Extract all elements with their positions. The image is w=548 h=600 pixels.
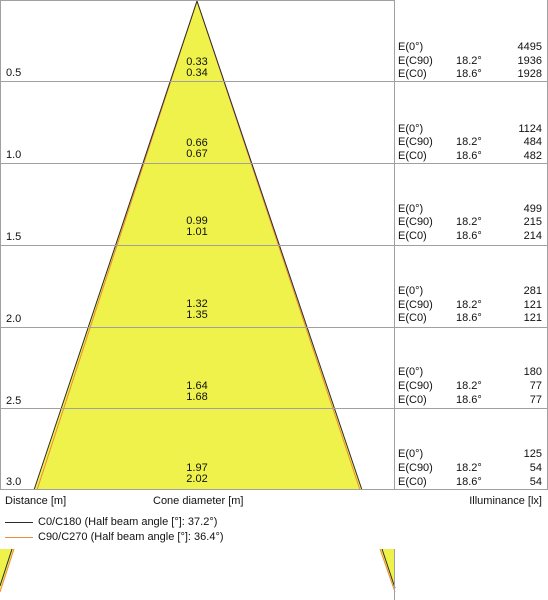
ec90-angle: 18.2° — [456, 380, 482, 392]
cone-diameter-c90: 1.01 — [186, 226, 208, 238]
cone-diameter-c0: 1.64 — [186, 380, 208, 392]
ec90-value: 1936 — [517, 55, 542, 67]
e0-value: 125 — [523, 448, 542, 460]
e0-label: E(0°) — [398, 448, 424, 460]
ec90-label: E(C90) — [398, 216, 433, 228]
ec90-value: 77 — [529, 380, 542, 392]
distance-label: 2.0 — [6, 313, 22, 325]
e0-label: E(0°) — [398, 41, 424, 53]
ec0-label: E(C0) — [398, 476, 427, 488]
ec90-label: E(C90) — [398, 299, 433, 311]
ec90-label: E(C90) — [398, 462, 433, 474]
ec90-value: 484 — [523, 136, 542, 148]
e0-label: E(0°) — [398, 285, 424, 297]
ec0-angle: 18.6° — [456, 68, 482, 80]
cone-diameter-c90: 1.68 — [186, 391, 208, 403]
cone-diameter-c0: 0.66 — [186, 137, 208, 149]
ec0-value: 1928 — [517, 68, 542, 80]
next-cone-right-edge — [379, 548, 396, 593]
cone-diameter-c0: 0.33 — [186, 56, 208, 68]
ec0-value: 482 — [523, 150, 542, 162]
e0-value: 180 — [523, 366, 542, 378]
ec0-angle: 18.6° — [456, 394, 482, 406]
ec0-angle: 18.6° — [456, 150, 482, 162]
e0-value: 1124 — [518, 123, 542, 135]
e0-label: E(0°) — [398, 203, 424, 215]
distance-label: 2.5 — [6, 395, 22, 407]
ec90-angle: 18.2° — [456, 462, 482, 474]
ec0-label: E(C0) — [398, 68, 427, 80]
next-cone-right-edge-dark — [381, 548, 396, 589]
ec90-value: 54 — [529, 462, 542, 474]
cone-diameter-axis-label: Cone diameter [m] — [153, 495, 244, 507]
ec90-label: E(C90) — [398, 380, 433, 392]
legend-c90-label: C90/C270 (Half beam angle [°]: 36.4°) — [38, 531, 224, 543]
cone-diameter-c0: 0.99 — [186, 215, 208, 227]
ec90-angle: 18.2° — [456, 216, 482, 228]
distance-label: 1.0 — [6, 149, 22, 161]
illuminance-axis-label: Illuminance [lx] — [469, 495, 542, 507]
e0-label: E(0°) — [398, 366, 424, 378]
legend-c0-label: C0/C180 (Half beam angle [°]: 37.2°) — [38, 516, 218, 528]
distance-axis-label: Distance [m] — [5, 495, 67, 507]
ec90-angle: 18.2° — [456, 55, 482, 67]
ec90-value: 121 — [523, 299, 542, 311]
e0-value: 281 — [523, 285, 542, 297]
ec0-label: E(C0) — [398, 150, 427, 162]
cone-diameter-c90: 1.35 — [186, 309, 208, 321]
next-cone-left-edge — [0, 548, 15, 593]
ec0-angle: 18.6° — [456, 230, 482, 242]
ec0-label: E(C0) — [398, 394, 427, 406]
legend-c0-swatch — [5, 522, 33, 523]
cone-diameter-c90: 0.67 — [186, 148, 208, 160]
legend-c90-swatch — [5, 537, 33, 538]
ec90-label: E(C90) — [398, 136, 433, 148]
ec0-value: 77 — [529, 394, 542, 406]
ec0-angle: 18.6° — [456, 476, 482, 488]
ec90-angle: 18.2° — [456, 136, 482, 148]
e0-value: 499 — [523, 203, 542, 215]
ec90-label: E(C90) — [398, 55, 433, 67]
ec0-label: E(C0) — [398, 230, 427, 242]
e0-value: 4495 — [517, 41, 542, 53]
cone-diameter-c90: 2.02 — [186, 473, 208, 485]
cone-diameter-c0: 1.97 — [186, 462, 208, 474]
ec0-value: 121 — [523, 312, 542, 324]
ec0-value: 214 — [523, 230, 542, 242]
ec90-angle: 18.2° — [456, 299, 482, 311]
cone-diameter-c0: 1.32 — [186, 298, 208, 310]
cone-diameter-c90: 0.34 — [186, 67, 208, 79]
distance-label: 1.5 — [6, 231, 22, 243]
ec0-value: 54 — [529, 476, 542, 488]
next-cone-left-edge-dark — [0, 548, 13, 587]
distance-label: 0.5 — [6, 67, 22, 79]
ec0-label: E(C0) — [398, 312, 427, 324]
ec90-value: 215 — [523, 216, 542, 228]
e0-label: E(0°) — [398, 123, 424, 135]
ec0-angle: 18.6° — [456, 312, 482, 324]
distance-label: 3.0 — [6, 476, 22, 488]
